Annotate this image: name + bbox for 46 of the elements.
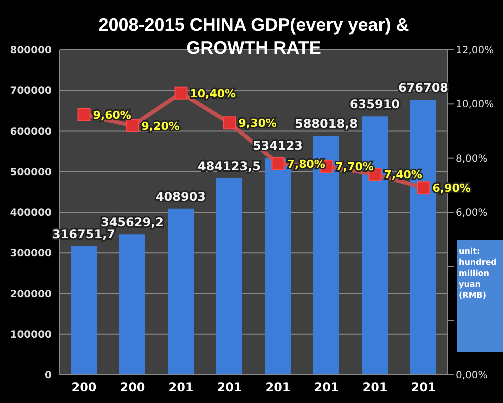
x-tick-label: 201 <box>314 380 340 395</box>
y-tick-label: 700000 <box>10 86 52 98</box>
x-tick-label: 201 <box>217 380 242 395</box>
text: unit: hundred million yuan (RMB) <box>457 240 503 352</box>
data-label: 9,20% <box>142 120 180 133</box>
data-label: 484123,5 <box>198 159 262 174</box>
y-tick-label: 800000 <box>10 46 52 57</box>
bar <box>120 234 146 375</box>
data-label: 345629,2 <box>100 216 164 230</box>
data-label: 408903 <box>156 190 206 204</box>
x-tick-label: 200 <box>120 380 146 395</box>
y-tick-label: 0 <box>45 370 52 382</box>
point <box>174 86 188 100</box>
point <box>417 182 430 195</box>
bar <box>216 178 242 375</box>
x-tick-label: 201 <box>266 380 291 395</box>
y-tick-label: 400000 <box>10 208 52 220</box>
y2-tick-label: 10,00% <box>456 100 494 111</box>
y-tick-label: 200000 <box>10 289 52 300</box>
data-label: 588018,8 <box>294 117 358 132</box>
y-tick-label: 100000 <box>10 330 52 341</box>
bar <box>168 208 194 375</box>
point <box>272 157 285 170</box>
data-label: 676708 <box>398 81 449 96</box>
chart-title: 2008-2015 CHINA GDP(every year) & GROWTH RATE <box>98 14 410 60</box>
bar <box>71 246 97 375</box>
point <box>78 108 91 122</box>
y2-tick-label: 6,00% <box>456 208 488 220</box>
data-label: 316751,7 <box>52 227 116 242</box>
data-label: 10,40% <box>190 87 236 100</box>
y-tick-label: 600000 <box>10 126 52 138</box>
data-label: 9,60% <box>93 109 132 122</box>
data-label: 635910 <box>350 98 400 112</box>
x-tick-label: 201 <box>411 380 436 395</box>
data-label: 7,70% <box>336 160 374 174</box>
point <box>223 116 236 130</box>
point <box>126 119 140 132</box>
y2-tick-label: 8,00% <box>456 154 488 165</box>
y-tick-label: 500000 <box>10 167 52 178</box>
x-tick-label: 201 <box>362 380 388 395</box>
y-tick-label: 300000 <box>10 248 52 260</box>
y2-tick-label: 0,00% <box>456 370 488 382</box>
x-tick-label: 200 <box>72 380 97 395</box>
y2-tick-label: 12,00% <box>456 46 494 57</box>
data-label: 9,30% <box>238 117 277 130</box>
x-tick-label: 201 <box>168 380 194 395</box>
